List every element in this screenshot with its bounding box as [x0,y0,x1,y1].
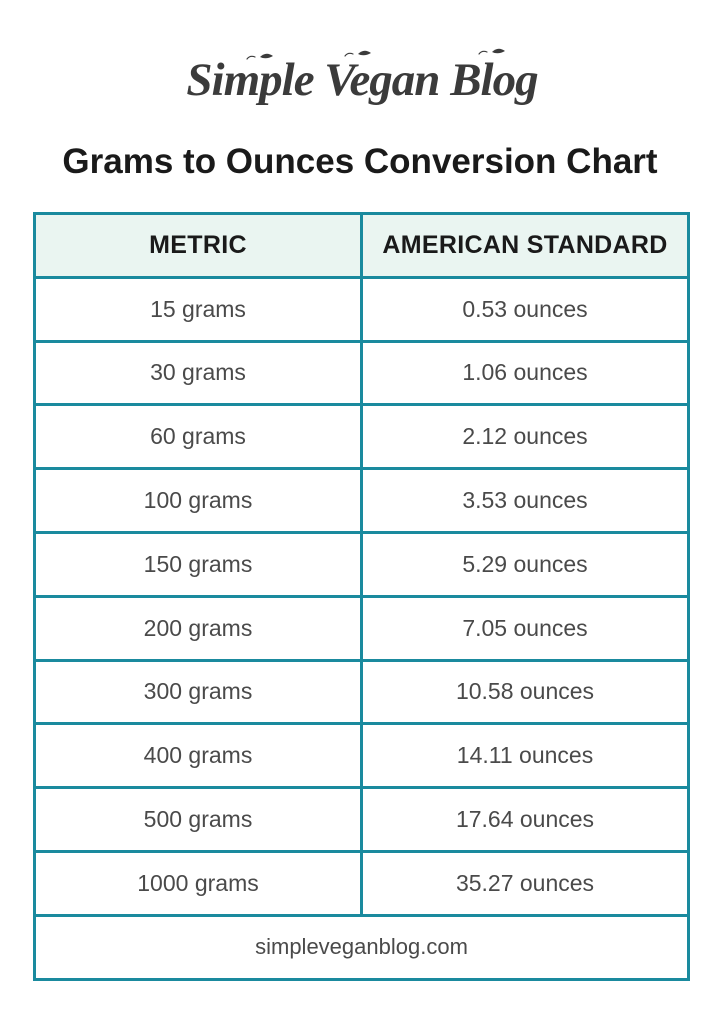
svg-text:Simple Vegan Blog: Simple Vegan Blog [186,54,538,106]
